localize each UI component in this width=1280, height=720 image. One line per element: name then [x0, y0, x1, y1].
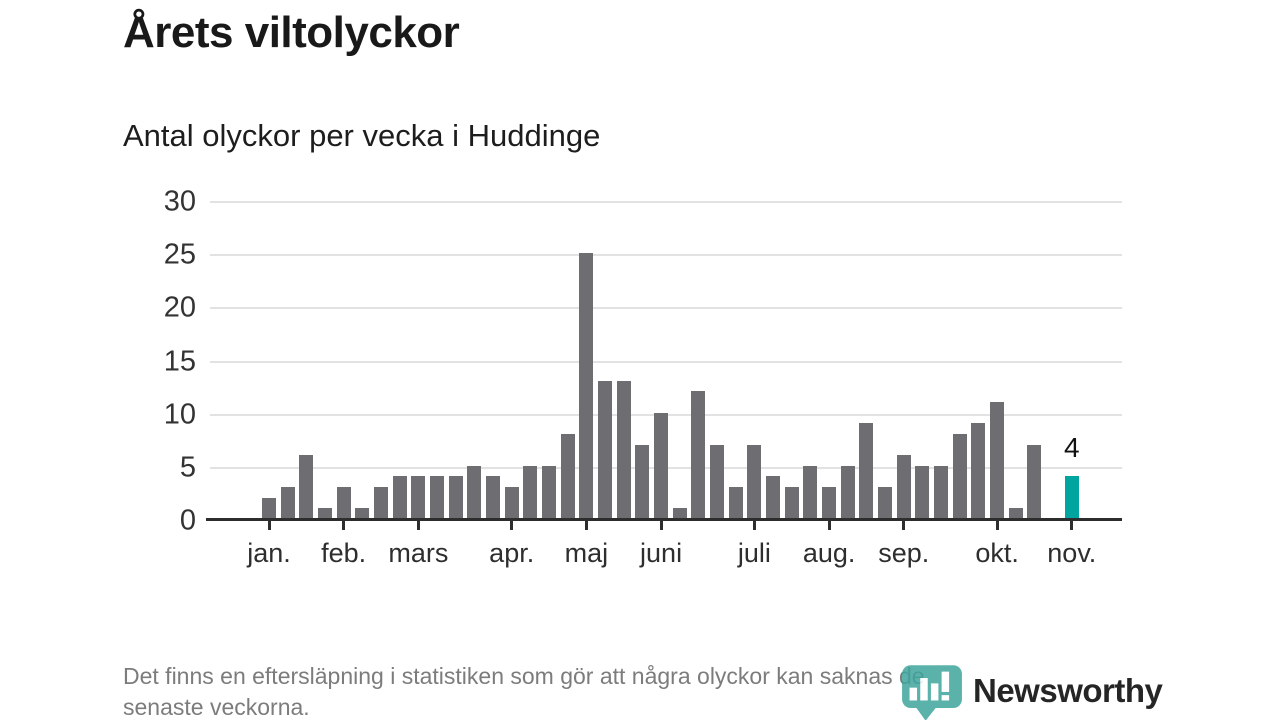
bar-week-16 [542, 466, 557, 519]
x-label-nov: nov. [1047, 538, 1097, 568]
y-tick-label-25: 25 [163, 238, 196, 271]
bar-week-41 [1008, 508, 1023, 519]
x-label-mars: mars [388, 538, 449, 568]
y-tick-label-20: 20 [163, 291, 196, 324]
bar-week-3 [299, 455, 314, 519]
bar-week-19 [598, 381, 613, 519]
y-tick-label-5: 5 [179, 451, 196, 484]
gridline-y-15 [210, 360, 1122, 363]
x-label-apr: apr. [489, 538, 535, 568]
bar-week-39 [971, 423, 986, 519]
x-label-okt: okt. [975, 538, 1019, 568]
bar-week-23 [672, 508, 687, 519]
bar-week-11 [448, 476, 463, 519]
bar-week-37 [934, 466, 949, 519]
page-title: Årets viltolyckor [123, 8, 460, 57]
bar-week-21 [635, 445, 650, 519]
bar-week-38 [952, 434, 967, 519]
bar-week-13 [486, 476, 501, 519]
bar-week-27 [747, 445, 762, 519]
x-tick-maj [584, 521, 588, 530]
y-tick-label-10: 10 [163, 398, 196, 431]
bar-week-22 [654, 413, 669, 519]
x-tick-aug [827, 521, 831, 530]
plot-area: jan. feb. mars apr. maj juni juli aug. sep. okt. n… [206, 201, 1122, 568]
bar-week-4 [318, 508, 332, 519]
bar-week-5 [336, 487, 351, 519]
bar-week-20 [616, 381, 631, 519]
bar-week-25 [710, 445, 725, 519]
x-axis-line [206, 518, 1122, 521]
logo-wordmark: Newsworthy [973, 672, 1163, 709]
x-tick-mars [416, 521, 420, 530]
gridline-y-20 [210, 307, 1122, 310]
x-label-sep: sep. [878, 538, 930, 568]
bar-week-17 [560, 434, 575, 519]
bar-week-35 [896, 455, 911, 519]
newsworthy-pin-barchart-icon [902, 665, 962, 720]
y-axis: 0 5 10 15 20 25 30 [60, 186, 196, 537]
x-tick-apr [510, 521, 514, 530]
x-tick-nov [1070, 521, 1074, 530]
x-label-aug: aug. [802, 538, 856, 568]
chart-subtitle: Antal olyckor per vecka i Huddinge [123, 118, 601, 153]
footer-note: Det finns en eftersläpning i statistiken… [123, 663, 925, 720]
x-tick-juli [752, 521, 756, 530]
y-tick-label-30: 30 [163, 185, 196, 218]
bar-week-15 [523, 466, 538, 519]
bar-week-1 [262, 498, 276, 519]
x-label-maj: maj [564, 538, 609, 568]
bar-week-44 [1064, 476, 1079, 519]
x-label-feb: feb. [321, 538, 367, 568]
bar-week-8 [392, 476, 407, 519]
bar-week-30 [803, 466, 818, 519]
x-tick-okt [995, 521, 999, 530]
bar-week-7 [374, 487, 389, 519]
gridline-y-25 [210, 254, 1122, 257]
bar-week-14 [504, 487, 519, 519]
bar-week-10 [430, 476, 445, 519]
bar-week-33 [859, 423, 874, 519]
x-tick-feb [342, 521, 346, 530]
y-tick-label-15: 15 [163, 345, 196, 377]
y-tick-label-0: 0 [179, 504, 196, 537]
x-tick-jan [267, 521, 271, 530]
bar-week-31 [822, 487, 837, 519]
bar-week-26 [728, 487, 743, 519]
bar-week-12 [467, 466, 482, 519]
x-label-juli: juli [737, 538, 771, 568]
highlight-value-label: 4 [1064, 432, 1080, 464]
newsworthy-logo: Newsworthy [901, 664, 1163, 720]
x-label-jan: jan. [247, 538, 291, 568]
bar-week-42 [1027, 445, 1042, 519]
x-tick-sep [902, 521, 906, 530]
bar-week-6 [355, 508, 370, 519]
bar-week-28 [766, 476, 781, 519]
bar-week-34 [878, 487, 893, 519]
bar-week-18 [579, 253, 594, 519]
x-tick-juni [659, 521, 663, 530]
bar-week-40 [990, 402, 1005, 519]
bar-week-2 [280, 487, 295, 519]
bar-week-32 [840, 466, 855, 519]
x-label-juni: juni [640, 538, 683, 568]
bar-week-24 [691, 391, 706, 519]
bar-week-9 [411, 476, 426, 519]
gridline-y-30 [210, 201, 1122, 203]
bar-week-36 [915, 466, 930, 519]
bar-week-29 [784, 487, 799, 519]
